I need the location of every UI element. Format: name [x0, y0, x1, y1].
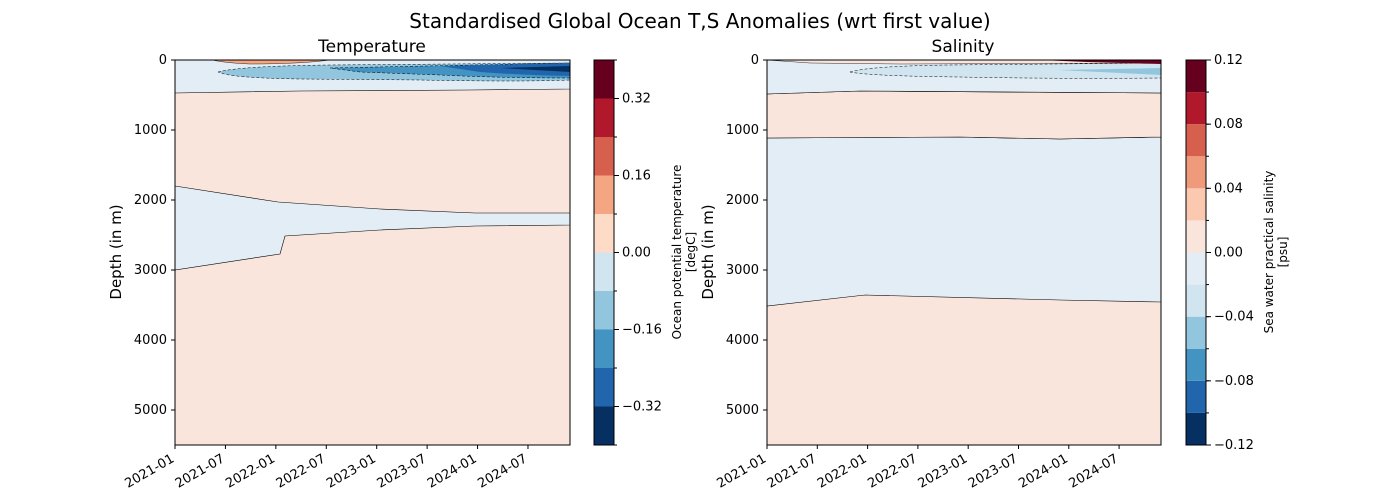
- y-tick-label: 1000: [134, 123, 167, 138]
- y-tick-label: 5000: [134, 403, 167, 418]
- colorbar-segment: [594, 60, 614, 99]
- y-tick-label: 2000: [134, 193, 167, 208]
- colorbar-segment: [594, 98, 614, 137]
- temp-y-axis-label: Depth (in m): [107, 204, 125, 299]
- colorbar-segment: [594, 329, 614, 368]
- colorbar-tick-label: 0.08: [1214, 117, 1243, 132]
- colorbar-segment: [594, 291, 614, 330]
- colorbar-tick-label: −0.04: [1214, 310, 1254, 325]
- y-tick-label: 0: [751, 53, 759, 68]
- temp-y-axis: 0 1000 2000 3000 4000 5000: [134, 53, 175, 418]
- x-tick-label: 2022-01: [815, 451, 870, 491]
- temperature-panel: Temperature Depth (in m) 0 1000 2000 3000 40…: [107, 37, 698, 492]
- colorbar-segment: [1186, 220, 1206, 253]
- x-tick-label: 2022-07: [865, 451, 920, 491]
- colorbar-segment: [1186, 412, 1206, 445]
- sal-x-axis: 2021-012021-072022-012022-072023-012023-…: [714, 445, 1121, 492]
- colorbar-segment: [1186, 252, 1206, 285]
- colorbar-tick-label: −0.16: [622, 323, 662, 338]
- sal-colorbar-label-line2: [psu]: [1276, 237, 1290, 268]
- sal-plot-frame: [766, 59, 1162, 446]
- y-tick-label: 3000: [134, 263, 167, 278]
- colorbar-tick-label: 0.32: [622, 92, 651, 107]
- colorbar-segment: [1186, 156, 1206, 189]
- x-tick-label: 2024-01: [425, 451, 480, 491]
- figure-title: Standardised Global Ocean T,S Anomalies …: [409, 9, 990, 33]
- colorbar-tick-label: −0.08: [1214, 374, 1254, 389]
- colorbar-segment: [1186, 188, 1206, 221]
- temperature-title: Temperature: [317, 37, 426, 57]
- temp-colorbar-label-line1: Ocean potential temperature: [670, 165, 684, 340]
- colorbar-segment: [594, 175, 614, 214]
- sal-region-upper-positive: [766, 90, 1162, 140]
- sal-region-surface-strong: [1040, 60, 1161, 64]
- y-tick-label: 1000: [726, 123, 759, 138]
- x-tick-label: 2023-07: [966, 451, 1021, 491]
- x-tick-label: 2021-07: [173, 451, 228, 491]
- colorbar-tick-label: 0.16: [622, 169, 651, 184]
- colorbar-tick-label: 0.12: [1214, 53, 1243, 68]
- colorbar-segment: [1186, 124, 1206, 157]
- sal-y-axis: 0 1000 2000 3000 4000 5000: [726, 53, 767, 418]
- temp-region-negative-lens: [174, 185, 571, 271]
- x-tick-label: 2023-01: [324, 451, 379, 491]
- temp-colorbar-label-line2: [degC]: [684, 232, 698, 272]
- sal-colorbar-label-line1: Sea water practical salinity: [1262, 171, 1276, 334]
- x-tick-label: 2024-07: [475, 451, 530, 491]
- x-tick-label: 2022-01: [223, 451, 278, 491]
- x-tick-label: 2024-01: [1016, 451, 1071, 491]
- y-tick-label: 3000: [726, 263, 759, 278]
- colorbar-segment: [594, 368, 614, 407]
- colorbar-segment: [1186, 92, 1206, 125]
- x-tick-label: 2023-01: [916, 451, 971, 491]
- y-tick-label: 0: [159, 53, 167, 68]
- salinity-panel: Salinity Depth (in m) 0 1000 2000 3000 4000 5…: [699, 37, 1290, 492]
- temp-region-warm-surface: [211, 59, 331, 65]
- sal-region-intermediate-negative: [766, 136, 1162, 307]
- colorbar-segment: [594, 214, 614, 253]
- y-tick-label: 5000: [726, 403, 759, 418]
- colorbar-segment: [1186, 60, 1206, 93]
- temperature-plot: [174, 59, 571, 446]
- y-tick-label: 2000: [726, 193, 759, 208]
- temp-plot-frame: [174, 59, 571, 446]
- colorbar-tick-label: −0.12: [1214, 438, 1254, 453]
- temp-x-axis: 2021-012021-072022-012022-072023-012023-…: [122, 445, 530, 492]
- colorbar-segment: [594, 137, 614, 176]
- colorbar-segment: [1186, 348, 1206, 381]
- colorbar-segment: [1186, 380, 1206, 413]
- temp-region-cold-core-inner: [440, 63, 570, 76]
- x-tick-label: 2021-01: [714, 451, 769, 491]
- temp-region-coldest: [500, 66, 570, 72]
- y-tick-label: 4000: [726, 333, 759, 348]
- colorbar-segment: [1186, 316, 1206, 349]
- x-tick-label: 2021-01: [122, 451, 177, 491]
- x-tick-label: 2022-07: [274, 451, 329, 491]
- y-tick-label: 4000: [134, 333, 167, 348]
- sal-region-negative-lens: [849, 62, 1162, 79]
- colorbar-tick-label: 0.04: [1214, 181, 1243, 196]
- salinity-plot: [766, 59, 1162, 446]
- sal-colorbar: −0.12 −0.08 −0.04 0.00 0.04 0.08 0.12: [1185, 53, 1254, 453]
- x-tick-label: 2023-07: [375, 451, 430, 491]
- sal-region-negative-core: [1058, 68, 1161, 75]
- colorbar-tick-label: 0.00: [622, 246, 651, 261]
- colorbar-segment: [594, 252, 614, 291]
- salinity-title: Salinity: [932, 37, 995, 57]
- sal-y-axis-label: Depth (in m): [699, 204, 717, 299]
- colorbar-segment: [594, 406, 614, 445]
- x-tick-label: 2024-07: [1067, 451, 1122, 491]
- colorbar-segment: [1186, 284, 1206, 317]
- temp-colorbar: −0.32 −0.16 0.00 0.16 0.32: [593, 59, 662, 446]
- colorbar-tick-label: −0.32: [622, 400, 662, 415]
- colorbar-tick-label: 0.00: [1214, 246, 1243, 261]
- x-tick-label: 2021-07: [765, 451, 820, 491]
